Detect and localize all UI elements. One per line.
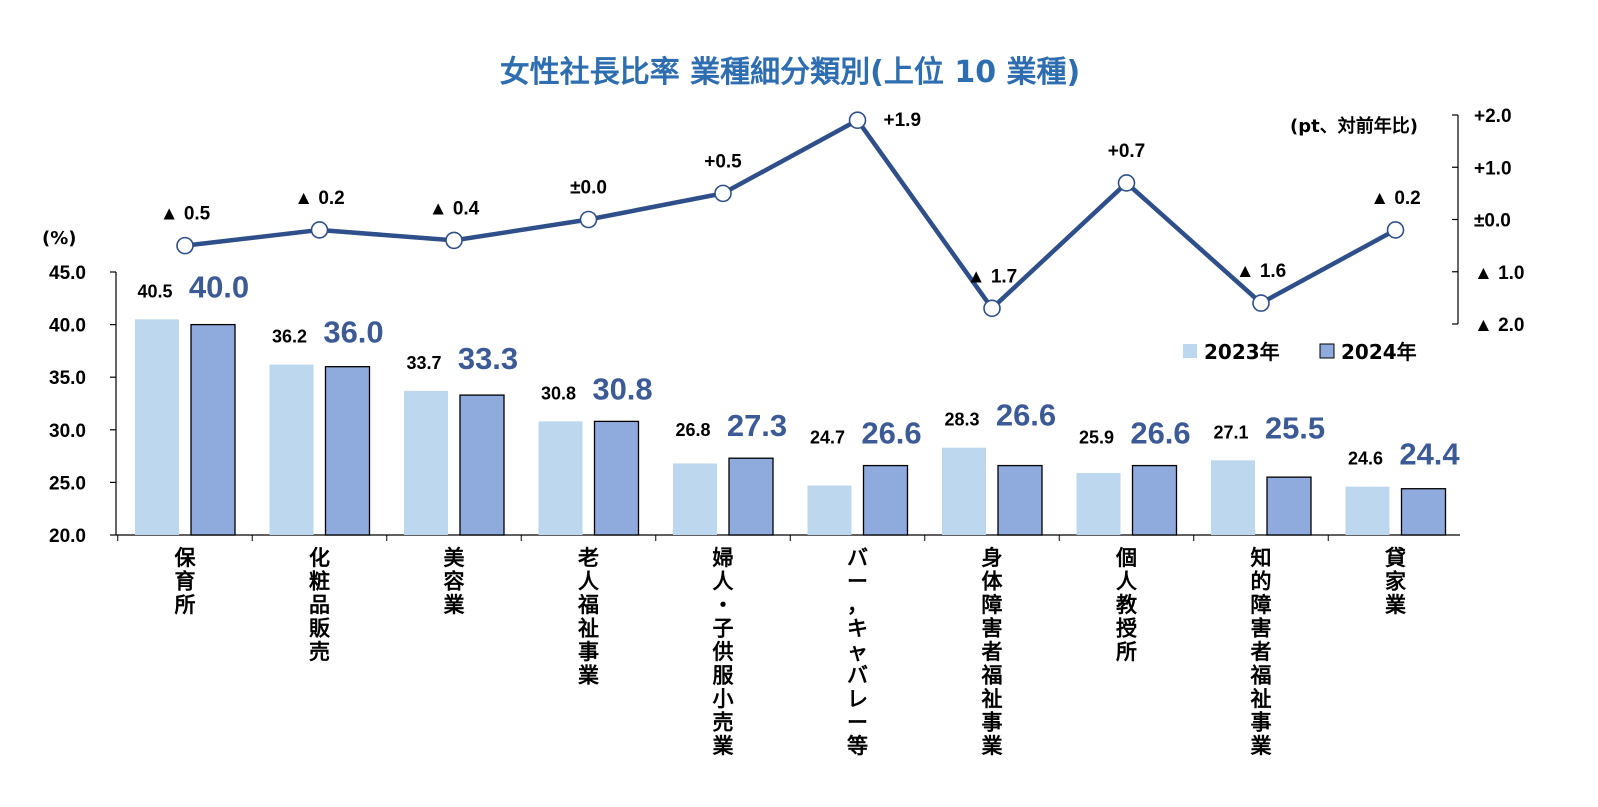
y-tick-label: 40.0 bbox=[49, 316, 86, 337]
diff-point bbox=[1117, 174, 1136, 192]
bar-2024 bbox=[1131, 464, 1178, 536]
bar-label-2023: 30.8 bbox=[541, 383, 576, 403]
bar-label-2023: 27.1 bbox=[1213, 422, 1248, 442]
bar-label-2024: 25.5 bbox=[1265, 410, 1325, 445]
bar-label-2023: 40.5 bbox=[137, 281, 172, 301]
y-tick-label: 20.0 bbox=[49, 526, 86, 547]
diff-point bbox=[1386, 221, 1405, 239]
bar-2023 bbox=[673, 463, 717, 535]
diff-point bbox=[579, 210, 598, 229]
legend-label-2023: 2023年 bbox=[1204, 340, 1280, 364]
labels: 40.5 40.0 保育所 36.2 36.0 化粧品販売 33.7 33.3 美容業 30.8 3… bbox=[137, 269, 1460, 758]
legend: 2023年 2024年 bbox=[1183, 340, 1417, 364]
bar-label-2024: 36.0 bbox=[323, 315, 383, 350]
bar-2023 bbox=[135, 319, 179, 535]
bar-label-2023: 24.6 bbox=[1348, 449, 1383, 469]
bar-2023 bbox=[942, 447, 986, 535]
diff-label: ±0.0 bbox=[570, 178, 607, 199]
bar-label-2023: 24.7 bbox=[810, 428, 845, 448]
diff-label: ▲ 0.5 bbox=[160, 204, 211, 225]
x-tick-label: 身体障害者福祉事業 bbox=[981, 546, 1004, 758]
diff-point bbox=[310, 221, 329, 239]
diff-point bbox=[1252, 294, 1270, 312]
diff-label: +1.9 bbox=[884, 110, 922, 131]
bar-2024 bbox=[324, 366, 371, 536]
bar-2024 bbox=[593, 420, 640, 536]
x-tick-label: 老人福祉事業 bbox=[577, 546, 600, 688]
y-tick-label: 25.0 bbox=[49, 473, 86, 494]
chart-title: 女性社長比率 業種細分類別(上位 10 業種) bbox=[500, 55, 1081, 90]
bar-2024 bbox=[190, 323, 236, 536]
bar-label-2024: 33.3 bbox=[458, 341, 518, 376]
diff-label: ▲ 0.2 bbox=[1370, 188, 1421, 209]
x-tick-label: 化粧品販売 bbox=[309, 546, 331, 664]
y2-tick-label: ±0.0 bbox=[1474, 211, 1511, 232]
x-tick-label: 個人教授所 bbox=[1115, 546, 1138, 664]
bar-label-2024: 27.3 bbox=[727, 408, 787, 443]
x-tick-label: 保育所 bbox=[174, 546, 197, 617]
bar-2024 bbox=[1400, 488, 1447, 536]
bar-label-2023: 36.2 bbox=[272, 327, 307, 347]
bar-label-2024: 26.6 bbox=[996, 398, 1056, 433]
bar-2023 bbox=[1211, 460, 1255, 535]
y-tick-label: 30.0 bbox=[49, 421, 86, 442]
bar-2023 bbox=[1076, 472, 1121, 535]
diff-point bbox=[848, 111, 867, 130]
bar-2024 bbox=[459, 394, 505, 536]
y2-tick-label: ▲ 2.0 bbox=[1474, 315, 1525, 336]
bar-2023 bbox=[1345, 486, 1390, 535]
y2-tick-label: ▲ 1.0 bbox=[1474, 263, 1525, 284]
bar-2024 bbox=[728, 457, 774, 536]
y2-axis-unit: (pt、対前年比) bbox=[1290, 115, 1418, 137]
bar-2024 bbox=[1266, 476, 1312, 536]
x-tick-label: 婦人・子供服小売業 bbox=[712, 546, 735, 758]
legend-label-2024: 2024年 bbox=[1341, 340, 1417, 364]
bar-label-2024: 40.0 bbox=[189, 269, 249, 304]
y2-tick-label: +2.0 bbox=[1474, 106, 1512, 127]
bar-label-2023: 26.8 bbox=[675, 420, 710, 440]
x-tick-label: 美容業 bbox=[444, 546, 466, 617]
bar-2024 bbox=[862, 464, 909, 536]
x-tick-label: 知的障害者福祉事業 bbox=[1250, 546, 1273, 758]
x-tick-label: 貸家業 bbox=[1384, 546, 1407, 617]
bar-label-2024: 26.6 bbox=[1130, 416, 1190, 451]
bar-2023 bbox=[807, 485, 852, 535]
bar-label-2024: 30.8 bbox=[592, 371, 652, 406]
x-tick-label: バー，キャバレー等 bbox=[847, 546, 868, 758]
y-axis-unit: (%) bbox=[42, 228, 77, 249]
bar-label-2024: 26.6 bbox=[861, 416, 921, 451]
diff-line bbox=[184, 117, 1397, 312]
diff-point bbox=[714, 184, 732, 203]
diff-point bbox=[983, 299, 1001, 318]
bar-label-2023: 25.9 bbox=[1079, 428, 1114, 448]
diff-point bbox=[176, 236, 194, 255]
bar-2023 bbox=[269, 364, 314, 535]
diff-label: ▲ 1.7 bbox=[967, 266, 1018, 287]
bars bbox=[135, 319, 1447, 536]
bar-label-2023: 33.7 bbox=[406, 353, 441, 373]
diff-label: ▲ 0.2 bbox=[294, 188, 345, 209]
y-tick-label: 45.0 bbox=[49, 263, 86, 284]
diff-line-layer: ▲ 0.5 ▲ 0.2 ▲ 0.4 ±0.0 +0.5 +1.9 ▲ 1.7 +0.7 ▲ 1.… bbox=[160, 110, 1421, 318]
bar-2024 bbox=[997, 464, 1043, 536]
diff-point bbox=[445, 231, 463, 250]
bar-2023 bbox=[538, 421, 583, 535]
bar-label-2023: 28.3 bbox=[944, 410, 979, 430]
diff-label: ▲ 1.6 bbox=[1236, 261, 1287, 282]
diff-label: +0.5 bbox=[704, 151, 742, 172]
y2-tick-label: +1.0 bbox=[1474, 158, 1512, 179]
diff-label: ▲ 0.4 bbox=[429, 198, 480, 219]
bar-label-2024: 24.4 bbox=[1399, 437, 1460, 472]
diff-label: +0.7 bbox=[1108, 141, 1146, 162]
bar-2023 bbox=[404, 390, 448, 535]
legend-swatch-2024 bbox=[1319, 343, 1335, 359]
y-tick-label: 35.0 bbox=[49, 368, 86, 389]
legend-swatch-2023 bbox=[1183, 344, 1197, 358]
